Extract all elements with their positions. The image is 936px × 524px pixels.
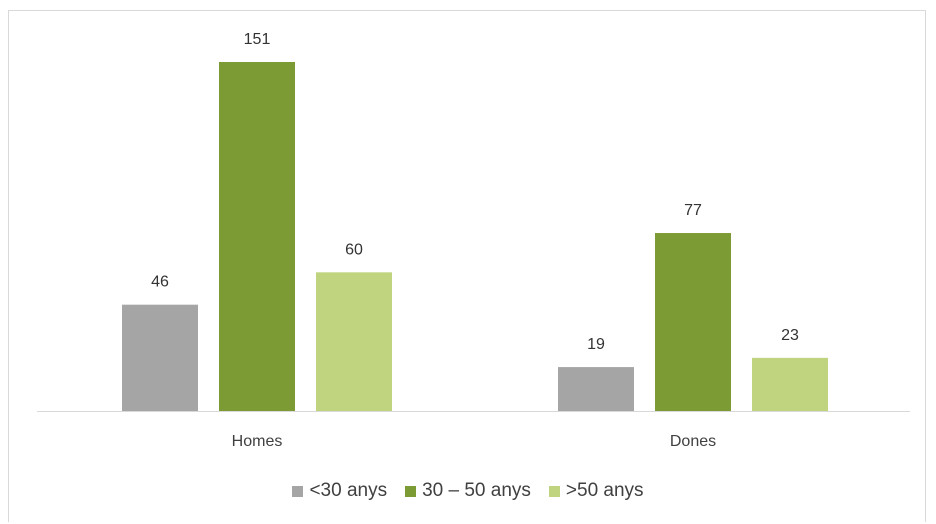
legend-label: >50 anys xyxy=(565,480,644,501)
bar-homes-series-0 xyxy=(122,304,198,411)
category-label-homes: Homes xyxy=(232,433,283,450)
legend-item-series-0: <30 anys xyxy=(292,480,387,502)
bar-homes-series-2 xyxy=(316,272,392,411)
bar-dones-series-0 xyxy=(558,367,634,411)
legend-swatch xyxy=(405,485,417,497)
value-label-dones-series-1: 77 xyxy=(684,202,702,219)
chart-frame xyxy=(8,10,926,522)
value-label-dones-series-2: 23 xyxy=(781,327,799,344)
value-label-homes-series-1: 151 xyxy=(244,31,271,48)
bar-dones-series-2 xyxy=(752,357,828,411)
value-label-dones-series-0: 19 xyxy=(587,336,605,353)
legend: <30 anys 30 – 50 anys >50 anys xyxy=(0,480,936,502)
legend-swatch xyxy=(548,485,560,497)
bar-chart: 46 151 60 19 77 23 Homes Dones xyxy=(37,31,910,450)
bar-dones-series-1 xyxy=(655,233,731,411)
bars-layer xyxy=(122,62,828,411)
legend-item-series-1: 30 – 50 anys xyxy=(405,480,531,502)
value-label-homes-series-0: 46 xyxy=(151,274,169,291)
category-labels-layer: Homes Dones xyxy=(232,433,716,450)
category-label-dones: Dones xyxy=(670,433,716,450)
value-label-homes-series-2: 60 xyxy=(345,241,363,258)
legend-item-series-2: >50 anys xyxy=(548,480,644,502)
value-labels-layer: 46 151 60 19 77 23 xyxy=(151,31,799,353)
legend-label: <30 anys xyxy=(309,480,388,501)
bar-homes-series-1 xyxy=(219,62,295,411)
legend-swatch xyxy=(292,485,304,497)
legend-label: 30 – 50 anys xyxy=(422,480,531,501)
